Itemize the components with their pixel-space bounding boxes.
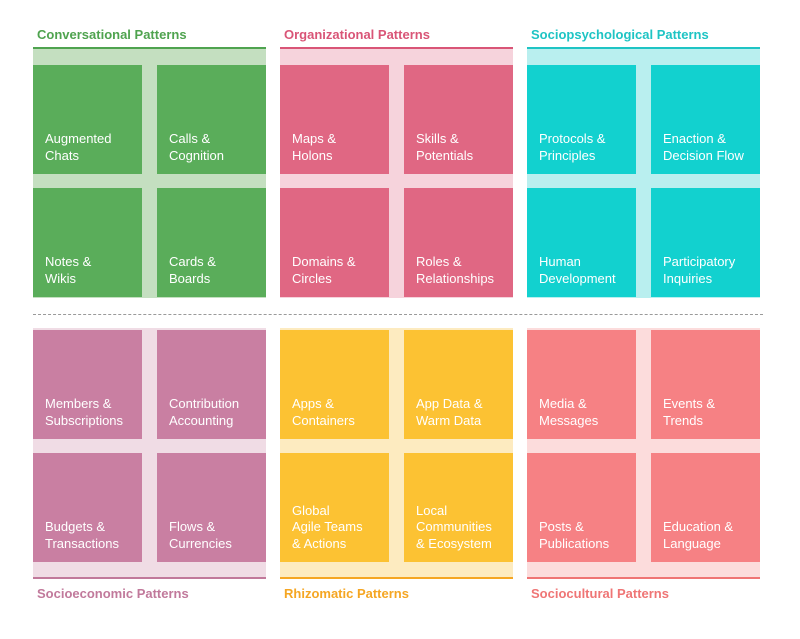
- pattern-tile: Roles & Relationships: [404, 188, 513, 297]
- tile-label: Apps & Containers: [292, 396, 355, 428]
- group-panel: Members & Subscriptions Contribution Acc…: [33, 328, 266, 579]
- group-title: Conversational Patterns: [37, 27, 187, 42]
- group-panel: Maps & Holons Skills & Potentials Domain…: [280, 47, 513, 298]
- tile-label: Contribution Accounting: [169, 396, 240, 428]
- pattern-tile: Posts & Publications: [527, 453, 636, 562]
- tile-label: Roles & Relationships: [416, 254, 495, 286]
- tile-label: Global Agile Teams & Actions: [292, 502, 363, 551]
- group-title: Rhizomatic Patterns: [284, 586, 409, 601]
- tile-label: Local Communities & Ecosystem: [416, 502, 492, 551]
- tile-label: Media & Messages: [539, 396, 599, 428]
- pattern-tile: Events & Trends: [651, 330, 760, 439]
- tile-label: Protocols & Principles: [539, 131, 606, 163]
- tile-label: Participatory Inquiries: [663, 254, 736, 286]
- tile-label: Skills & Potentials: [416, 131, 474, 163]
- pattern-tile: Human Development: [527, 188, 636, 297]
- group-panel: Augmented Chats Calls & Cognition Notes …: [33, 47, 266, 298]
- pattern-tile: Protocols & Principles: [527, 65, 636, 174]
- group-title: Organizational Patterns: [284, 27, 430, 42]
- group-panel: Protocols & Principles Enaction & Decisi…: [527, 47, 760, 298]
- pattern-tile: Augmented Chats: [33, 65, 142, 174]
- pattern-tile: Flows & Currencies: [157, 453, 266, 562]
- pattern-tile: Calls & Cognition: [157, 65, 266, 174]
- tile-label: Calls & Cognition: [169, 131, 224, 163]
- pattern-tile: Budgets & Transactions: [33, 453, 142, 562]
- tile-label: Flows & Currencies: [169, 519, 232, 551]
- tile-label: Education & Language: [663, 519, 734, 551]
- pattern-tile: Notes & Wikis: [33, 188, 142, 297]
- tile-label: Notes & Wikis: [45, 254, 92, 286]
- tile-label: Posts & Publications: [539, 519, 610, 551]
- pattern-tile: Domains & Circles: [280, 188, 389, 297]
- tile-label: App Data & Warm Data: [416, 396, 483, 428]
- tile-label: Domains & Circles: [292, 254, 356, 286]
- tile-label: Members & Subscriptions: [45, 396, 124, 428]
- group-panel: Media & Messages Events & Trends Posts &…: [527, 328, 760, 579]
- pattern-tile: Participatory Inquiries: [651, 188, 760, 297]
- group-title: Sociocultural Patterns: [531, 586, 669, 601]
- pattern-tile: Education & Language: [651, 453, 760, 562]
- pattern-tile: Maps & Holons: [280, 65, 389, 174]
- pattern-tile: Skills & Potentials: [404, 65, 513, 174]
- tile-label: Events & Trends: [663, 396, 716, 428]
- pattern-tile: Apps & Containers: [280, 330, 389, 439]
- dashed-divider: [33, 314, 763, 315]
- group-title: Sociopsychological Patterns: [531, 27, 709, 42]
- tile-label: Enaction & Decision Flow: [663, 131, 744, 163]
- pattern-tile: Enaction & Decision Flow: [651, 65, 760, 174]
- tile-label: Human Development: [539, 254, 616, 286]
- pattern-tile: Local Communities & Ecosystem: [404, 453, 513, 562]
- pattern-tile: Media & Messages: [527, 330, 636, 439]
- pattern-tile: Global Agile Teams & Actions: [280, 453, 389, 562]
- tile-label: Cards & Boards: [169, 254, 216, 286]
- tile-label: Maps & Holons: [292, 131, 337, 163]
- tile-label: Budgets & Transactions: [45, 519, 119, 551]
- pattern-tile: Members & Subscriptions: [33, 330, 142, 439]
- pattern-tile: Contribution Accounting: [157, 330, 266, 439]
- group-panel: Apps & Containers App Data & Warm Data G…: [280, 328, 513, 579]
- group-title: Socioeconomic Patterns: [37, 586, 189, 601]
- pattern-tile: App Data & Warm Data: [404, 330, 513, 439]
- pattern-tile: Cards & Boards: [157, 188, 266, 297]
- tile-label: Augmented Chats: [45, 131, 112, 163]
